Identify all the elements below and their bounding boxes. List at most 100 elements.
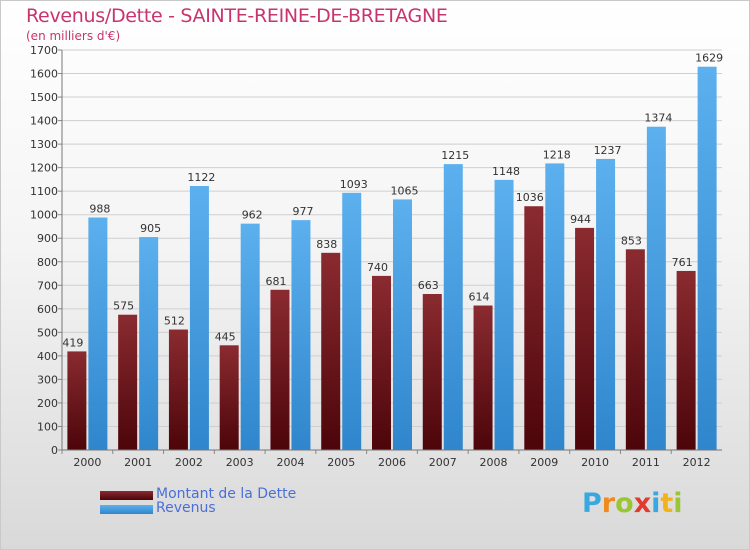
bar-dette bbox=[473, 305, 493, 450]
bar-dette bbox=[321, 252, 341, 450]
bar-dette bbox=[524, 206, 544, 450]
data-label-dette: 575 bbox=[113, 300, 134, 313]
bar-dette bbox=[219, 345, 239, 450]
x-tick-label: 2001 bbox=[124, 456, 152, 469]
data-label-revenus: 1237 bbox=[594, 144, 622, 157]
data-label-dette: 445 bbox=[215, 330, 236, 343]
logo-letter: i bbox=[673, 488, 683, 519]
y-tick-label: 1300 bbox=[30, 138, 58, 151]
data-label-dette: 761 bbox=[672, 256, 693, 269]
y-tick-label: 800 bbox=[37, 256, 58, 269]
bar-revenus bbox=[139, 237, 159, 450]
data-label-revenus: 1065 bbox=[391, 184, 419, 197]
bars bbox=[67, 66, 717, 451]
bar-dette bbox=[270, 289, 290, 450]
y-tick-label: 1100 bbox=[30, 185, 58, 198]
bar-dette bbox=[67, 351, 87, 450]
x-tick-label: 2010 bbox=[581, 456, 609, 469]
chart-subtitle: (en milliers d'€) bbox=[26, 29, 121, 43]
y-tick-label: 700 bbox=[37, 279, 58, 292]
data-label-revenus: 1218 bbox=[543, 148, 571, 161]
x-tick-label: 2006 bbox=[378, 456, 406, 469]
y-tick-label: 100 bbox=[37, 420, 58, 433]
data-labels: 419 988 575 905 512 1122 445 962 681 977 838 1093 74… bbox=[62, 52, 723, 350]
bar-dette bbox=[575, 227, 595, 450]
data-label-revenus: 1629 bbox=[695, 52, 723, 65]
logo-letter: t bbox=[660, 488, 674, 519]
logo-letter: i bbox=[651, 488, 661, 519]
x-tick-label: 2012 bbox=[683, 456, 711, 469]
x-tick-label: 2002 bbox=[175, 456, 203, 469]
bar-revenus bbox=[88, 217, 108, 450]
data-label-revenus: 962 bbox=[242, 209, 263, 222]
bar-dette bbox=[118, 314, 138, 450]
bar-revenus bbox=[291, 220, 311, 450]
bar-revenus bbox=[393, 199, 412, 450]
proxiti-logo: Proxiti bbox=[582, 488, 683, 519]
data-label-dette: 944 bbox=[570, 213, 591, 226]
chart-title: Revenus/Dette - SAINTE-REINE-DE-BRETAGNE bbox=[26, 5, 448, 27]
bar-revenus bbox=[189, 186, 209, 450]
bar-revenus bbox=[697, 66, 717, 451]
x-tick-label: 2005 bbox=[327, 456, 355, 469]
data-label-revenus: 1093 bbox=[340, 178, 368, 191]
bar-dette bbox=[422, 294, 442, 450]
y-tick-label: 1600 bbox=[30, 68, 58, 81]
data-label-revenus: 1122 bbox=[187, 171, 215, 184]
bar-revenus bbox=[342, 192, 362, 450]
data-label-revenus: 1374 bbox=[644, 112, 672, 125]
bar-revenus bbox=[596, 158, 616, 451]
bar-dette bbox=[168, 329, 188, 450]
bar-revenus bbox=[494, 179, 514, 450]
legend-label-debt: Montant de la Dette bbox=[156, 486, 297, 502]
x-tick-label: 2007 bbox=[429, 456, 457, 469]
x-tick-label: 2000 bbox=[73, 456, 101, 469]
bar-dette bbox=[372, 275, 391, 450]
data-label-dette: 1036 bbox=[516, 191, 544, 204]
logo-letter: r bbox=[601, 488, 616, 519]
data-label-dette: 681 bbox=[265, 275, 286, 288]
data-label-dette: 853 bbox=[621, 234, 642, 247]
data-label-dette: 740 bbox=[367, 261, 388, 274]
data-label-revenus: 905 bbox=[140, 222, 161, 235]
logo-letter: o bbox=[615, 488, 634, 519]
data-label-dette: 419 bbox=[62, 336, 83, 349]
x-axis-ticks: 2000 2001 2002 2003 2004 2005 2006 2007 2008 2009… bbox=[61, 450, 711, 469]
bar-revenus bbox=[646, 126, 666, 451]
logo-letter: x bbox=[633, 488, 652, 519]
x-tick-label: 2011 bbox=[632, 456, 660, 469]
y-tick-label: 1000 bbox=[30, 209, 58, 222]
bar-dette bbox=[676, 270, 696, 450]
y-tick-label: 400 bbox=[37, 350, 58, 363]
data-label-dette: 614 bbox=[469, 291, 490, 304]
x-tick-label: 2004 bbox=[276, 456, 304, 469]
data-label-dette: 512 bbox=[164, 315, 185, 328]
logo-letter: P bbox=[582, 488, 602, 519]
y-tick-label: 300 bbox=[37, 373, 58, 386]
y-tick-label: 900 bbox=[37, 232, 58, 245]
gridlines bbox=[62, 49, 722, 451]
legend-label-revenus: Revenus bbox=[156, 500, 216, 516]
x-tick-label: 2003 bbox=[226, 456, 254, 469]
y-tick-label: 1700 bbox=[30, 44, 58, 57]
bar-revenus bbox=[545, 163, 565, 451]
bar-revenus bbox=[443, 164, 463, 450]
data-label-revenus: 1215 bbox=[441, 149, 469, 162]
y-tick-label: 1500 bbox=[30, 91, 58, 104]
x-tick-label: 2008 bbox=[480, 456, 508, 469]
data-label-dette: 663 bbox=[418, 279, 439, 292]
y-tick-label: 600 bbox=[37, 303, 58, 316]
y-tick-label: 200 bbox=[37, 397, 58, 410]
bar-revenus bbox=[240, 223, 260, 450]
data-label-revenus: 977 bbox=[292, 205, 313, 218]
y-tick-label: 1200 bbox=[30, 162, 58, 175]
y-tick-label: 0 bbox=[51, 444, 58, 457]
bar-dette bbox=[625, 249, 645, 450]
data-label-revenus: 1148 bbox=[492, 165, 520, 178]
y-tick-label: 1400 bbox=[30, 115, 58, 128]
legend-swatch-debt bbox=[100, 491, 153, 500]
y-tick-label: 500 bbox=[37, 326, 58, 339]
y-axis-ticks: 0 100 200 300 400 500 600 700 800 900 1000 1100 1200… bbox=[30, 44, 62, 457]
